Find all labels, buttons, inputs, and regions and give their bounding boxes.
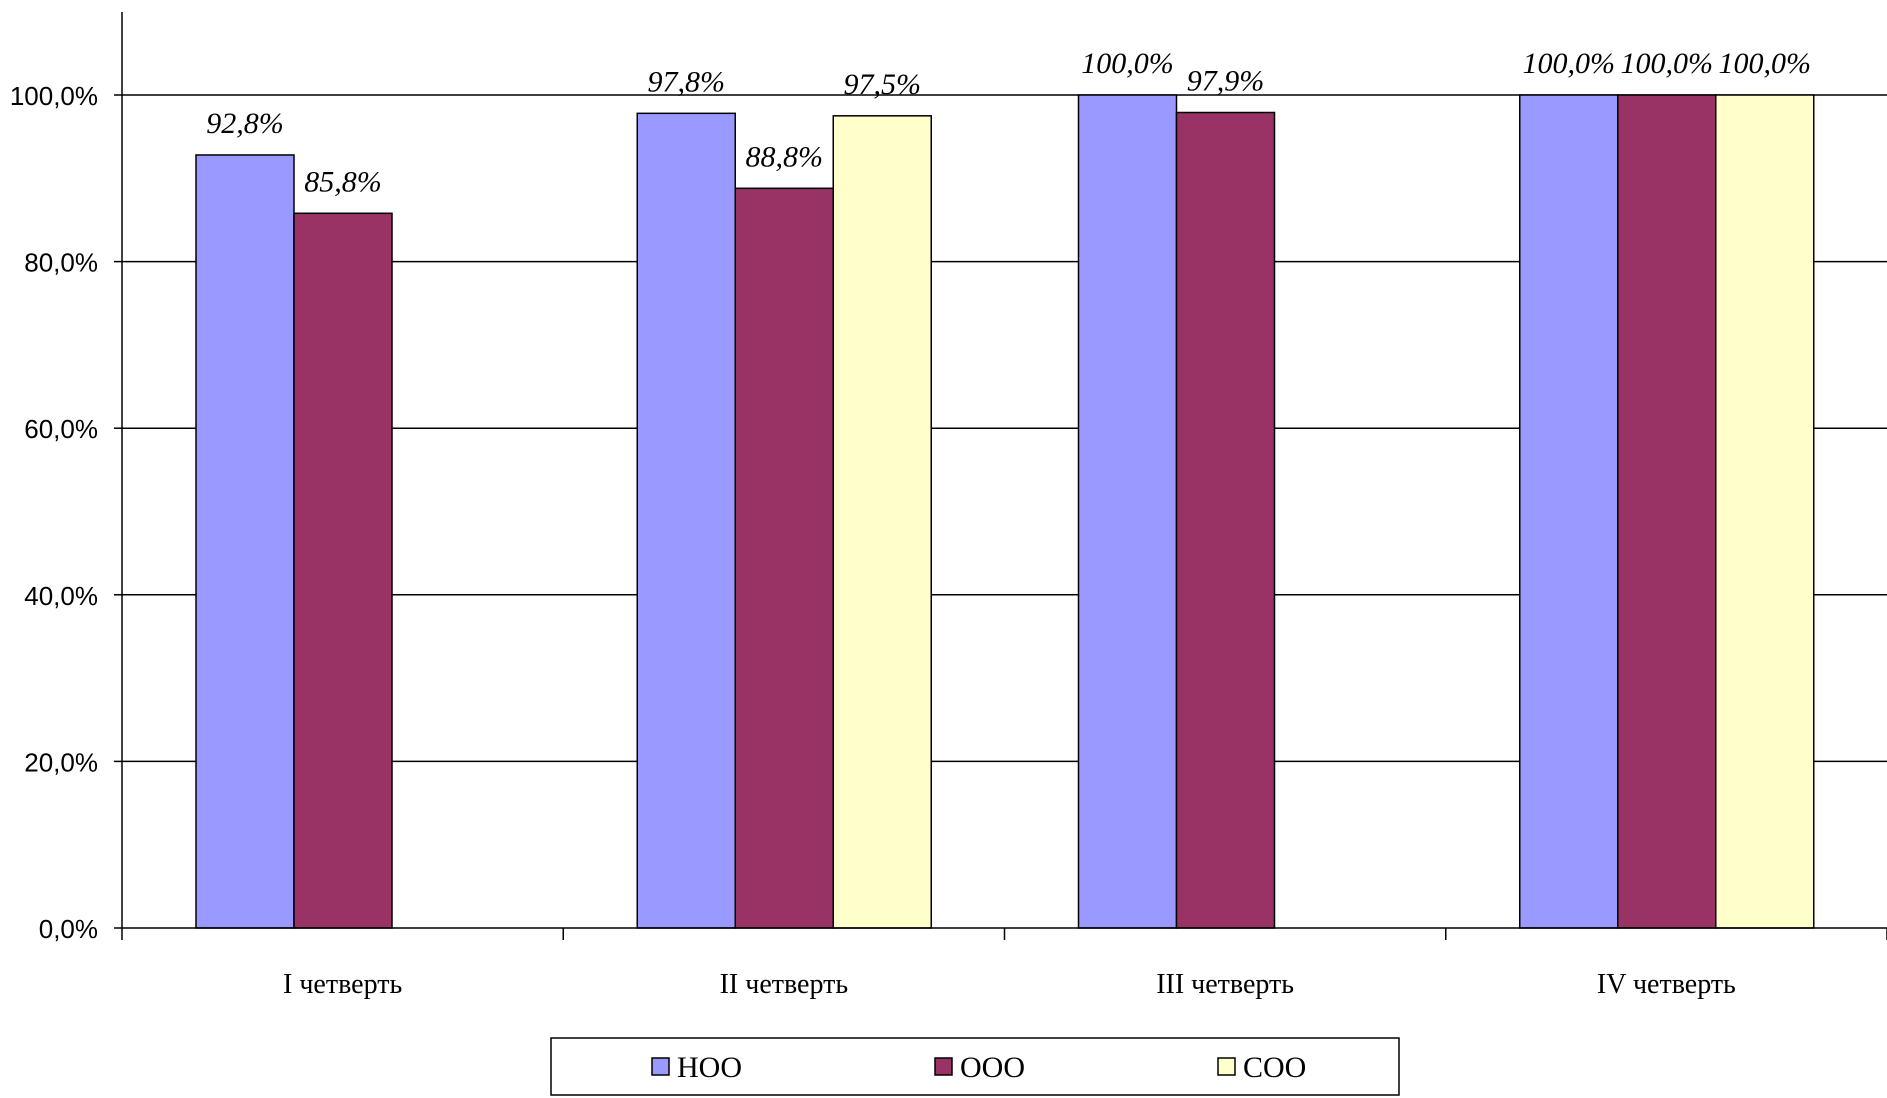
- data-label: 100,0%: [1081, 47, 1174, 80]
- legend-label: ООО: [960, 1051, 1025, 1084]
- bar: [734, 187, 834, 929]
- legend-swatch: [651, 1057, 670, 1076]
- data-label: 88,8%: [746, 140, 824, 173]
- bar: [1519, 94, 1619, 929]
- y-tick-label: 20,0%: [24, 747, 98, 777]
- bar: [636, 112, 736, 929]
- legend-label: СОО: [1243, 1051, 1306, 1084]
- bar: [832, 115, 932, 929]
- legend-label: НОО: [677, 1051, 742, 1084]
- bars: [195, 94, 1815, 929]
- x-tick-label: IV четверть: [1597, 969, 1736, 1000]
- y-tick-label: 60,0%: [24, 414, 98, 444]
- bar: [293, 212, 393, 929]
- bar: [195, 154, 295, 929]
- data-labels: 92,8%97,8%100,0% 100,0%85,8%88,8%97,9%100…: [206, 47, 1811, 198]
- y-tick-label: 80,0%: [24, 248, 98, 278]
- y-tick-label: 40,0%: [24, 581, 98, 611]
- legend-swatch: [1217, 1057, 1236, 1076]
- data-label: 85,8%: [304, 165, 382, 198]
- bar: [1077, 94, 1178, 929]
- data-label: 97,9%: [1187, 64, 1265, 97]
- x-tick-label: III четверть: [1156, 969, 1294, 1000]
- x-tick-label: II четверть: [720, 969, 849, 1000]
- y-tick-label: 0,0%: [39, 914, 98, 944]
- axes: 0,0% 20,0% 40,0% 60,0% 80,0% 100,0% I четверть…: [10, 12, 1887, 1000]
- data-label: 100,0%: [1621, 47, 1714, 80]
- data-label: 100,0%: [1523, 47, 1616, 80]
- x-tick-label: I четверть: [283, 969, 402, 1000]
- bar: [1715, 94, 1815, 929]
- data-label: 100,0%: [1719, 47, 1812, 80]
- legend-box: [550, 1037, 1400, 1096]
- y-tick-label: 100,0%: [10, 81, 98, 111]
- bar: [1175, 111, 1276, 929]
- data-label: 97,5%: [844, 68, 922, 101]
- legend: НОО ООО СОО: [550, 1037, 1400, 1096]
- legend-swatch: [934, 1057, 953, 1076]
- bar: [1617, 94, 1717, 929]
- data-label: 92,8%: [206, 107, 284, 140]
- data-label: 97,8%: [648, 65, 726, 98]
